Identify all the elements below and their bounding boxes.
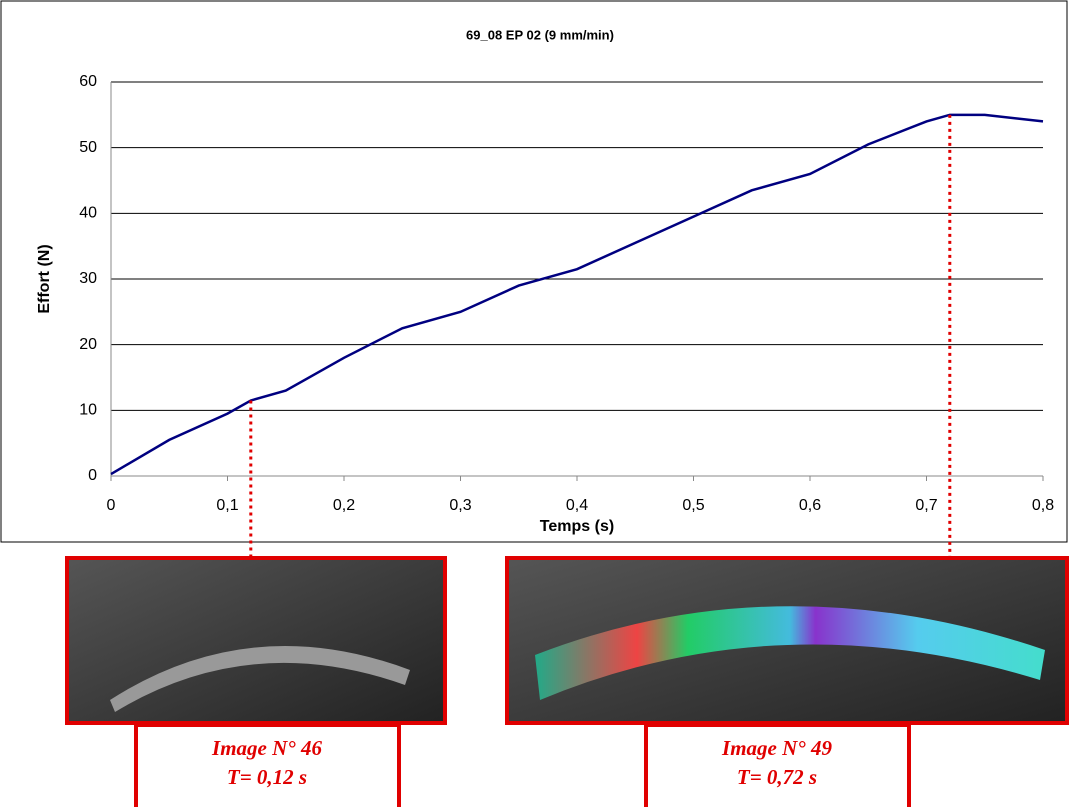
y-tick-label: 30	[79, 270, 97, 287]
y-tick-label: 60	[79, 73, 97, 90]
chart-title: 69_08 EP 02 (9 mm/min)	[466, 27, 614, 42]
y-tick-label: 20	[79, 336, 97, 353]
y-tick-label: 0	[88, 467, 97, 484]
x-tick-label: 0,3	[449, 497, 471, 514]
caption-box	[644, 723, 911, 807]
chart-frame	[0, 0, 1068, 543]
x-tick-label: 0,6	[799, 497, 821, 514]
caption-box	[134, 723, 401, 807]
specimen	[535, 606, 1045, 700]
specimen	[110, 646, 410, 712]
x-tick-label: 0,2	[333, 497, 355, 514]
data-line	[110, 113, 1044, 476]
y-tick-label: 40	[79, 205, 97, 222]
x-tick-label: 0,8	[1032, 497, 1054, 514]
y-tick-label: 10	[79, 402, 97, 419]
x-tick-label: 0,1	[216, 497, 238, 514]
y-tick-label: 50	[79, 139, 97, 156]
x-axis-label: Temps (s)	[540, 518, 614, 535]
time-caption: T= 0,72 s	[737, 765, 817, 789]
time-caption: T= 0,12 s	[227, 765, 307, 789]
x-tick-label: 0,7	[915, 497, 937, 514]
x-tick-label: 0,4	[566, 497, 588, 514]
y-axis-label: Effort (N)	[36, 244, 53, 313]
image-caption: Image N° 49	[721, 736, 832, 760]
image-caption: Image N° 46	[211, 736, 322, 760]
x-tick-label: 0,5	[682, 497, 704, 514]
x-tick-label: 0	[107, 497, 116, 514]
